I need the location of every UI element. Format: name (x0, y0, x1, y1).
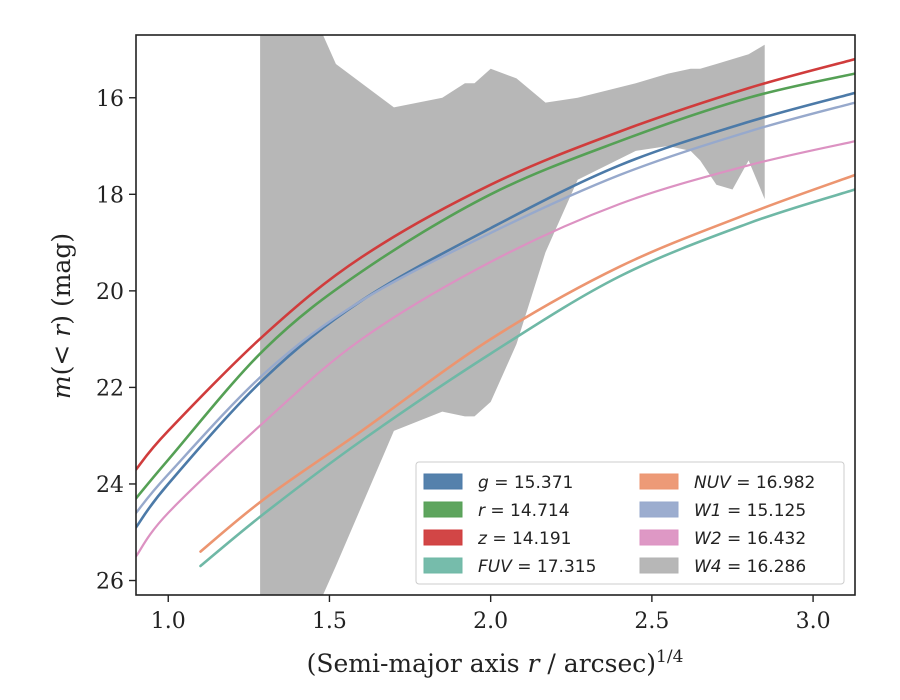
x-tick-label: 3.0 (796, 609, 831, 634)
legend-swatch-NUV (639, 473, 679, 490)
series-line-FUV (199, 188, 855, 568)
legend-swatch-g (423, 473, 463, 490)
plot-frame (135, 34, 856, 596)
series-line-W2 (136, 140, 855, 558)
y-tick-label: 22 (96, 376, 124, 401)
legend-label-FUV: FUV = 17.315 (478, 557, 596, 577)
series-line-NUV (199, 173, 855, 553)
series-band-W4 (260, 35, 765, 595)
legend-swatch-W2 (639, 529, 679, 546)
legend-label-r: r = 14.714 (478, 501, 570, 521)
series-line-z (136, 57, 855, 471)
legend-swatch-W1 (639, 501, 679, 518)
legend-label-W4: W4 = 16.286 (694, 557, 806, 577)
x-tick-label: 2.0 (473, 609, 508, 634)
y-tick-label: 20 (96, 280, 124, 305)
y-tick-label: 16 (96, 87, 124, 112)
legend-swatch-r (423, 501, 463, 518)
legend-frame (415, 461, 845, 585)
x-axis-title: (Semi-major axis r / arcsec)1/4 (307, 647, 684, 678)
legend-label-W2: W2 = 16.432 (694, 529, 806, 549)
plot-area (136, 35, 855, 595)
x-tick-label: 1.5 (312, 609, 347, 634)
y-tick-label: 24 (96, 473, 124, 498)
legend-swatch-z (423, 529, 463, 546)
y-tick-label: 18 (96, 183, 124, 208)
series-line-r (136, 72, 855, 500)
y-axis-title: m(< r) (mag) (47, 233, 76, 399)
legend-label-W1: W1 = 15.125 (694, 501, 806, 521)
x-axis: 1.0 1.5 2.0 2.5 3.0 (151, 595, 831, 634)
legend-swatch-FUV (423, 557, 463, 574)
legend-swatch-W4 (639, 557, 679, 574)
x-tick-label: 2.5 (634, 609, 669, 634)
x-tick-label: 1.0 (151, 609, 186, 634)
legend-label-z: z = 14.191 (477, 529, 571, 549)
legend-label-NUV: NUV = 16.982 (694, 473, 815, 493)
series-line-g (136, 91, 855, 529)
legend: g = 15.371 r = 14.714 z = 14.191 FUV = 17.3… (415, 461, 845, 585)
series-line-W1 (136, 101, 855, 515)
legend-label-g: g = 15.371 (478, 473, 573, 493)
y-tick-label: 26 (96, 570, 124, 595)
y-axis: 16 18 20 22 24 26 (96, 87, 136, 595)
